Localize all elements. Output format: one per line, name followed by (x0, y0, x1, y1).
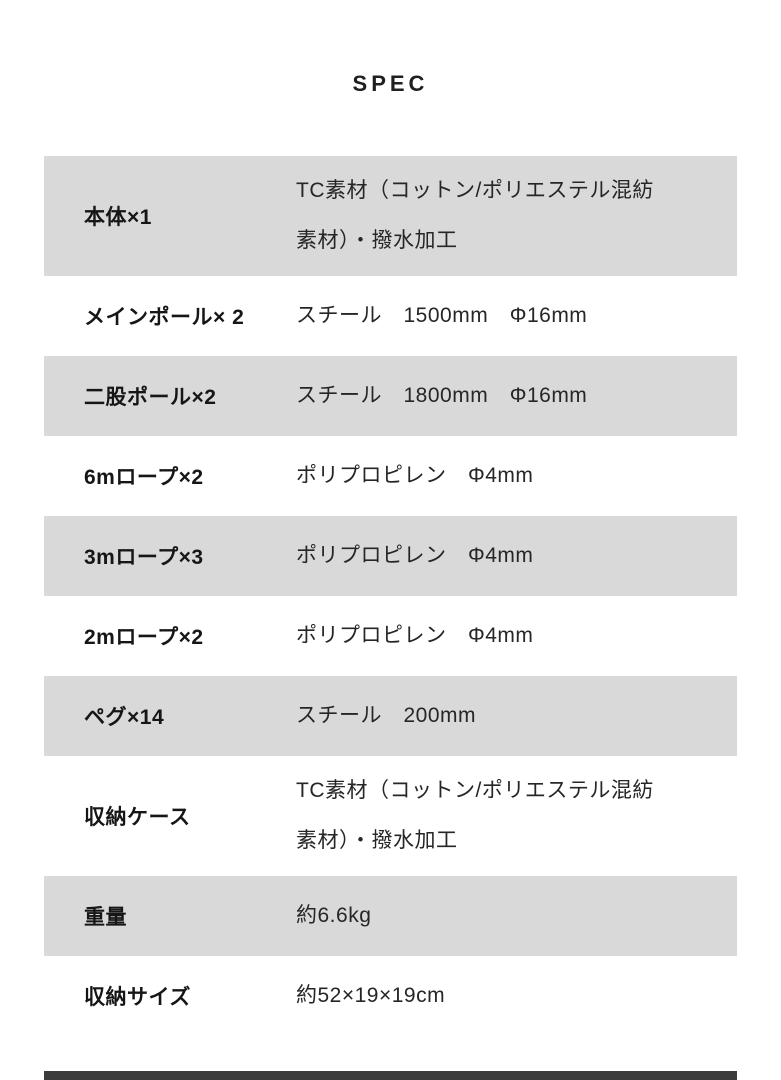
spec-item-label: 2mロープ×2 (84, 626, 204, 649)
spec-section: SPEC 本体×1 TC素材（コットン/ポリエステル混紡 素材）・撥水加工 メイ… (44, 71, 737, 1080)
spec-row: ペグ×14 スチール 200mm (44, 676, 737, 756)
spec-item-label: 二股ポール×2 (84, 386, 217, 409)
spec-row: 重量 約6.6kg (44, 876, 737, 956)
spec-row: 本体×1 TC素材（コットン/ポリエステル混紡 素材）・撥水加工 (44, 156, 737, 276)
spec-item-label: 本体×1 (84, 206, 152, 229)
spec-item-value: ポリプロピレン Φ4mm (296, 464, 534, 487)
spec-item-value: TC素材（コットン/ポリエステル混紡 素材）・撥水加工 (296, 179, 654, 252)
spec-item-value: 約52×19×19cm (296, 984, 446, 1007)
spec-table: 本体×1 TC素材（コットン/ポリエステル混紡 素材）・撥水加工 メインポール×… (44, 156, 737, 1036)
spec-row: 2mロープ×2 ポリプロピレン Φ4mm (44, 596, 737, 676)
spec-item-label: 収納サイズ (84, 986, 191, 1009)
spec-item-value: ポリプロピレン Φ4mm (296, 624, 534, 647)
spec-row: 3mロープ×3 ポリプロピレン Φ4mm (44, 516, 737, 596)
spec-item-label: 重量 (84, 906, 127, 929)
spec-item-value: ポリプロピレン Φ4mm (296, 544, 534, 567)
spec-item-label: メインポール× 2 (84, 306, 245, 329)
spec-row: 収納サイズ 約52×19×19cm (44, 956, 737, 1036)
spec-item-label: 3mロープ×3 (84, 546, 204, 569)
spec-item-label: 収納ケース (84, 806, 191, 829)
spec-item-value: スチール 1500mm Φ16mm (296, 304, 588, 327)
section-title: SPEC (352, 71, 429, 96)
spec-row: 6mロープ×2 ポリプロピレン Φ4mm (44, 436, 737, 516)
spec-row: メインポール× 2 スチール 1500mm Φ16mm (44, 276, 737, 356)
spec-item-value: 約6.6kg (296, 904, 372, 927)
spec-item-label: 6mロープ×2 (84, 466, 204, 489)
spec-item-label: ペグ×14 (84, 706, 165, 729)
next-section-bar-partial (44, 1071, 737, 1080)
spec-item-value: スチール 1800mm Φ16mm (296, 384, 588, 407)
spec-row: 二股ポール×2 スチール 1800mm Φ16mm (44, 356, 737, 436)
spec-item-value: スチール 200mm (296, 704, 477, 727)
spec-row: 収納ケース TC素材（コットン/ポリエステル混紡 素材）・撥水加工 (44, 756, 737, 876)
spec-item-value: TC素材（コットン/ポリエステル混紡 素材）・撥水加工 (296, 779, 654, 852)
